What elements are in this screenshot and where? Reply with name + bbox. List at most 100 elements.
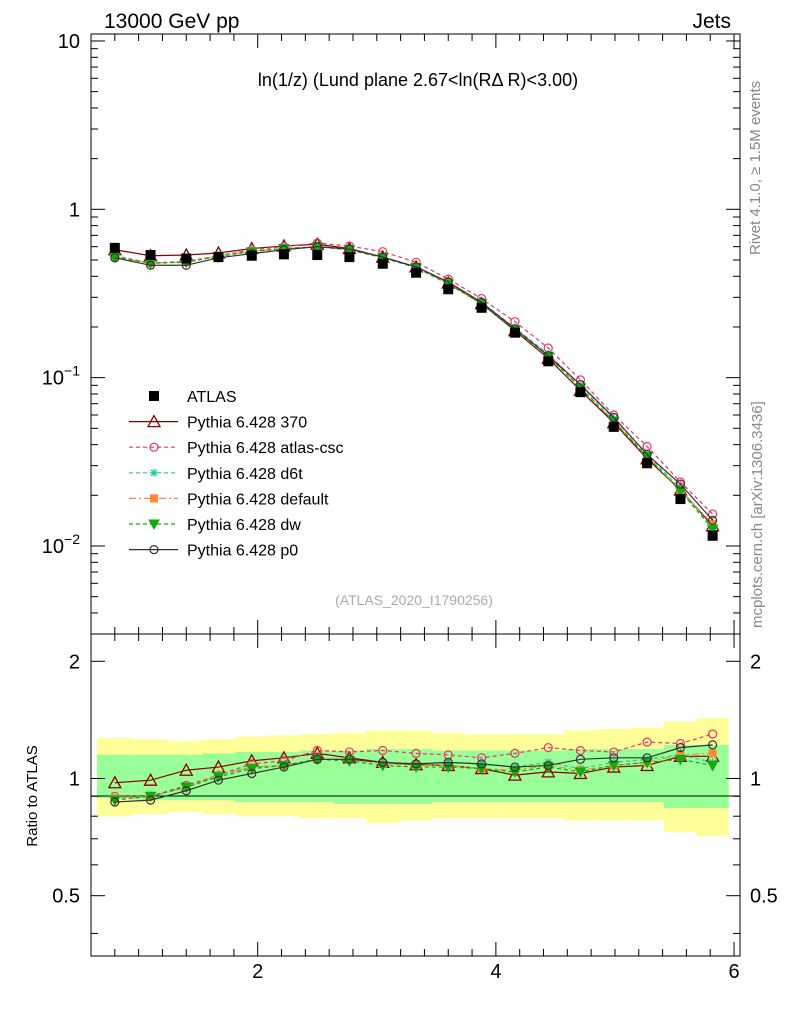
data-point [109, 242, 120, 253]
ratio-point-1 [609, 747, 619, 757]
legend-marker [150, 468, 158, 477]
x-axis: 2 4 6 [90, 34, 740, 983]
data-point [344, 252, 355, 263]
main-y-axis: 10−2 10−1 1 10 [42, 31, 740, 635]
ratio-point-1 [510, 748, 520, 758]
data-point [608, 421, 619, 432]
data-point [509, 327, 520, 338]
ratio-point-0 [541, 764, 556, 778]
ratio-line-5 [114, 744, 713, 803]
ratio-point-3 [708, 749, 717, 758]
ratio-point-1 [543, 743, 553, 753]
data-point [575, 387, 586, 398]
ratio-panel: 0.5 0.5 1 1 2 2 Ratio to ATLAS [24, 633, 778, 957]
legend: ATLAS Pythia 6.428 370 Pythia 6.428 atlas-… [129, 389, 344, 560]
ratio-point-5 [675, 743, 686, 753]
data-point [145, 250, 156, 261]
legend-label: Pythia 6.428 d6t [187, 466, 303, 483]
data-point [246, 250, 257, 261]
legend-label: Pythia 6.428 default [187, 491, 329, 508]
series-line-2 [114, 246, 714, 529]
legend-marker [148, 519, 160, 531]
legend-marker-data [149, 391, 159, 401]
ratio-point-1 [411, 748, 421, 758]
series-line-4 [114, 246, 714, 530]
ratio-point-5 [378, 757, 388, 767]
ratio-ytick-label-right: 0.5 [750, 886, 778, 908]
legend-marker [149, 442, 159, 452]
legend-label: Pythia 6.428 dw [187, 517, 301, 534]
legend-marker [149, 544, 159, 555]
ratio-point-4 [574, 767, 587, 778]
ratio-ylabel: Ratio to ATLAS [24, 745, 41, 846]
ratio-band-inner [267, 751, 301, 803]
data-point [642, 458, 653, 469]
legend-marker [146, 414, 162, 428]
ratio-ytick-label-left: 2 [69, 651, 80, 673]
ratio-point-5 [642, 753, 652, 763]
watermark: (ATLAS_2020_I1790256) [335, 592, 493, 608]
ratio-point-5 [708, 740, 718, 750]
main-ytick-label: 10−2 [42, 531, 80, 558]
ratio-point-4 [706, 760, 719, 772]
ratio-band-inner [597, 749, 631, 803]
ratio-band-inner [464, 750, 499, 803]
x-tick-label: 2 [252, 961, 263, 983]
series-point-4 [706, 524, 719, 536]
data-point [476, 302, 487, 313]
ratio-ytick-label-right: 2 [750, 651, 761, 673]
data-point [707, 530, 718, 541]
ratio-band-inner [168, 754, 203, 801]
data-point [443, 284, 454, 295]
ratio-point-5 [312, 754, 322, 764]
series-line-0 [114, 243, 714, 527]
ratio-point-5 [476, 759, 487, 769]
data-point [213, 252, 224, 263]
rivet-label: Rivet 4.1.0, ≥ 1.5M events [747, 81, 764, 255]
ratio-y-axis: 0.5 0.5 1 1 2 2 [52, 651, 778, 934]
ratio-point-5 [247, 768, 257, 779]
ratio-point-5 [443, 757, 453, 767]
ratio-point-5 [344, 754, 355, 764]
ratio-frame [90, 633, 741, 957]
data-point [411, 267, 422, 278]
ratio-point-0 [143, 772, 158, 786]
ratio-point-5 [145, 795, 156, 805]
x-tick-label: 4 [490, 961, 501, 983]
ratio-point-5 [411, 759, 421, 769]
series-point-5 [675, 479, 686, 489]
legend-label: Pythia 6.428 p0 [187, 543, 298, 560]
ratio-point-0 [107, 775, 122, 789]
main-series-layer [107, 236, 720, 541]
legend-marker [150, 494, 158, 503]
main-ytick-label: 1 [69, 199, 80, 221]
ratio-point-1 [312, 745, 322, 756]
ratio-point-1 [378, 745, 388, 756]
data-point [312, 250, 323, 261]
ratio-point-4 [674, 754, 687, 766]
x-tick-label: 6 [728, 961, 739, 983]
ratio-point-5 [213, 775, 224, 785]
legend-label: Pythia 6.428 370 [187, 415, 307, 432]
ratio-ytick-label-right: 1 [750, 768, 761, 790]
header-left: 13000 GeV pp [104, 10, 239, 33]
data-point [675, 494, 686, 505]
data-point [181, 253, 192, 264]
ratio-point-5 [575, 754, 586, 764]
ratio-point-5 [510, 762, 520, 772]
ratio-series-layer [107, 729, 720, 807]
ratio-point-1 [708, 729, 718, 739]
chart-title-text: ln(1/z) (Lund plane 2.67<ln(RΔ R)<3.00) [258, 70, 578, 90]
mcplots-label: mcplots.cern.ch [arXiv:1306.3436] [749, 401, 766, 628]
ratio-point-5 [609, 753, 619, 763]
ratio-point-5 [543, 760, 553, 771]
ratio-point-0 [507, 767, 523, 781]
chart-title: ln(1/z) (Lund plane 2.67<ln(RΔ R)<3.00) [258, 70, 578, 90]
header-right: Jets [692, 10, 731, 33]
series-point-5 [708, 515, 718, 525]
ratio-ytick-label-left: 1 [69, 768, 80, 790]
data-point [543, 356, 554, 367]
data-point [278, 249, 289, 260]
ratio-point-1 [575, 745, 586, 756]
